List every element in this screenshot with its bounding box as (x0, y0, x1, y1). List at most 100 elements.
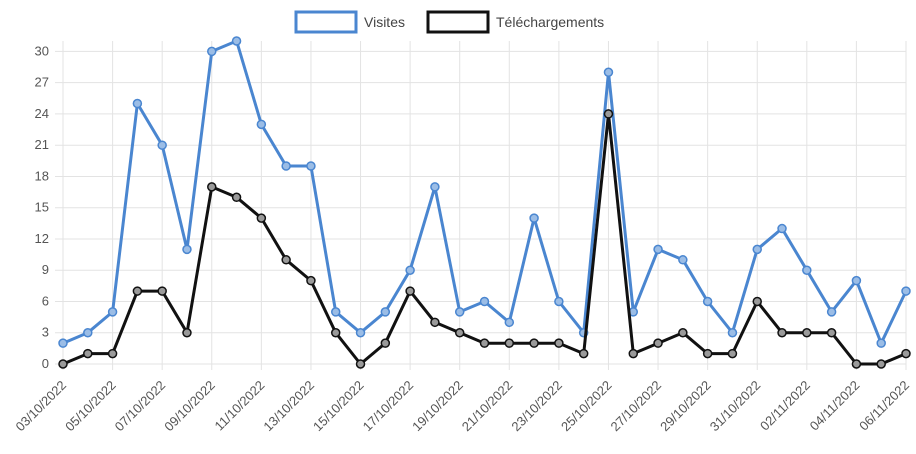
y-tick-label: 9 (42, 262, 49, 277)
data-point-telechargements[interactable] (132, 286, 143, 296)
data-point-visites[interactable] (207, 46, 217, 57)
x-tick-label: 25/10/2022 (558, 378, 615, 435)
data-point-telechargements[interactable] (529, 338, 539, 348)
data-point-telechargements[interactable] (58, 359, 68, 369)
data-point-telechargements[interactable] (504, 338, 515, 348)
data-point-visites[interactable] (504, 317, 515, 328)
series-layer (58, 36, 911, 369)
x-tick-label: 23/10/2022 (508, 378, 565, 435)
legend-label-telechargements[interactable]: Téléchargements (496, 14, 604, 30)
x-tick-label: 02/11/2022 (757, 378, 813, 434)
data-point-telechargements[interactable] (405, 286, 415, 296)
legend-swatch-visites[interactable] (294, 10, 358, 34)
data-point-visites[interactable] (330, 307, 341, 317)
data-point-telechargements[interactable] (901, 348, 911, 359)
data-point-visites[interactable] (132, 98, 143, 109)
data-point-telechargements[interactable] (182, 327, 192, 338)
data-point-visites[interactable] (802, 265, 812, 275)
x-tick-label: 09/10/2022 (161, 378, 218, 435)
data-point-visites[interactable] (702, 296, 713, 307)
data-point-visites[interactable] (355, 327, 366, 338)
data-point-telechargements[interactable] (479, 338, 490, 348)
y-tick-label: 24 (35, 106, 49, 121)
data-point-visites[interactable] (58, 338, 68, 348)
x-tick-label: 31/10/2022 (707, 378, 764, 435)
data-point-telechargements[interactable] (802, 327, 812, 338)
y-tick-label: 0 (42, 356, 49, 371)
data-point-telechargements[interactable] (653, 338, 663, 348)
data-point-visites[interactable] (777, 223, 787, 234)
data-point-visites[interactable] (107, 307, 118, 317)
data-point-visites[interactable] (479, 296, 490, 307)
data-point-telechargements[interactable] (107, 348, 118, 359)
data-point-visites[interactable] (83, 327, 93, 338)
data-point-telechargements[interactable] (380, 338, 391, 348)
data-point-telechargements[interactable] (231, 192, 242, 203)
data-point-telechargements[interactable] (157, 286, 167, 296)
y-tick-label: 3 (42, 325, 49, 340)
x-tick-label: 27/10/2022 (608, 378, 665, 435)
data-point-telechargements[interactable] (430, 317, 440, 328)
data-point-visites[interactable] (678, 255, 688, 265)
data-point-visites[interactable] (554, 296, 564, 307)
data-point-telechargements[interactable] (752, 296, 762, 307)
x-tick-label: 17/10/2022 (360, 378, 417, 435)
data-point-telechargements[interactable] (330, 327, 341, 338)
data-point-telechargements[interactable] (826, 327, 837, 338)
x-tick-label: 04/11/2022 (807, 378, 863, 434)
data-point-visites[interactable] (752, 244, 762, 255)
data-point-visites[interactable] (529, 213, 539, 223)
data-point-visites[interactable] (157, 140, 167, 150)
data-point-telechargements[interactable] (678, 327, 688, 338)
data-point-telechargements[interactable] (83, 348, 93, 359)
data-point-telechargements[interactable] (355, 359, 366, 369)
data-point-telechargements[interactable] (851, 359, 862, 369)
legend-label-visites[interactable]: Visites (364, 14, 405, 30)
data-point-telechargements[interactable] (702, 348, 713, 359)
data-point-visites[interactable] (231, 36, 242, 46)
data-point-telechargements[interactable] (256, 213, 267, 223)
data-point-visites[interactable] (727, 327, 738, 338)
data-point-visites[interactable] (306, 161, 316, 171)
data-point-visites[interactable] (653, 244, 663, 255)
data-point-visites[interactable] (380, 307, 391, 317)
data-point-visites[interactable] (256, 119, 267, 130)
data-point-telechargements[interactable] (628, 348, 639, 359)
grid (55, 41, 907, 370)
data-point-telechargements[interactable] (554, 338, 564, 348)
x-tick-label: 29/10/2022 (657, 378, 714, 435)
data-point-visites[interactable] (901, 286, 911, 296)
x-tick-label: 13/10/2022 (260, 378, 317, 435)
data-point-visites[interactable] (876, 338, 886, 348)
data-point-visites[interactable] (851, 275, 862, 286)
y-tick-label: 12 (35, 231, 49, 246)
x-axis: 03/10/202205/10/202207/10/202209/10/2022… (12, 378, 912, 435)
data-point-telechargements[interactable] (578, 348, 589, 359)
data-point-visites[interactable] (281, 161, 291, 171)
data-point-telechargements[interactable] (603, 109, 614, 119)
data-point-telechargements[interactable] (281, 255, 291, 265)
data-point-visites[interactable] (182, 244, 192, 255)
data-point-telechargements[interactable] (876, 359, 886, 369)
data-point-telechargements[interactable] (207, 182, 217, 192)
legend-swatch-telechargements[interactable] (426, 10, 490, 34)
y-tick-label: 30 (35, 43, 49, 58)
data-point-telechargements[interactable] (727, 348, 738, 359)
data-point-telechargements[interactable] (777, 327, 787, 338)
data-point-telechargements[interactable] (306, 275, 316, 286)
data-point-visites[interactable] (603, 67, 614, 78)
data-point-visites[interactable] (405, 265, 415, 275)
y-tick-label: 6 (42, 293, 49, 308)
x-tick-label: 11/10/2022 (212, 378, 268, 434)
y-axis: 0 3 6 9 12 15 18 21 24 27 30 (35, 43, 49, 371)
data-point-visites[interactable] (826, 307, 837, 317)
x-tick-label: 19/10/2022 (409, 378, 466, 435)
data-point-visites[interactable] (454, 307, 465, 317)
data-point-telechargements[interactable] (454, 327, 465, 338)
x-tick-label: 06/11/2022 (856, 378, 912, 434)
data-point-visites[interactable] (430, 182, 440, 192)
legend[interactable]: Visites Téléchargements (294, 10, 604, 34)
x-tick-label: 05/10/2022 (62, 378, 119, 435)
